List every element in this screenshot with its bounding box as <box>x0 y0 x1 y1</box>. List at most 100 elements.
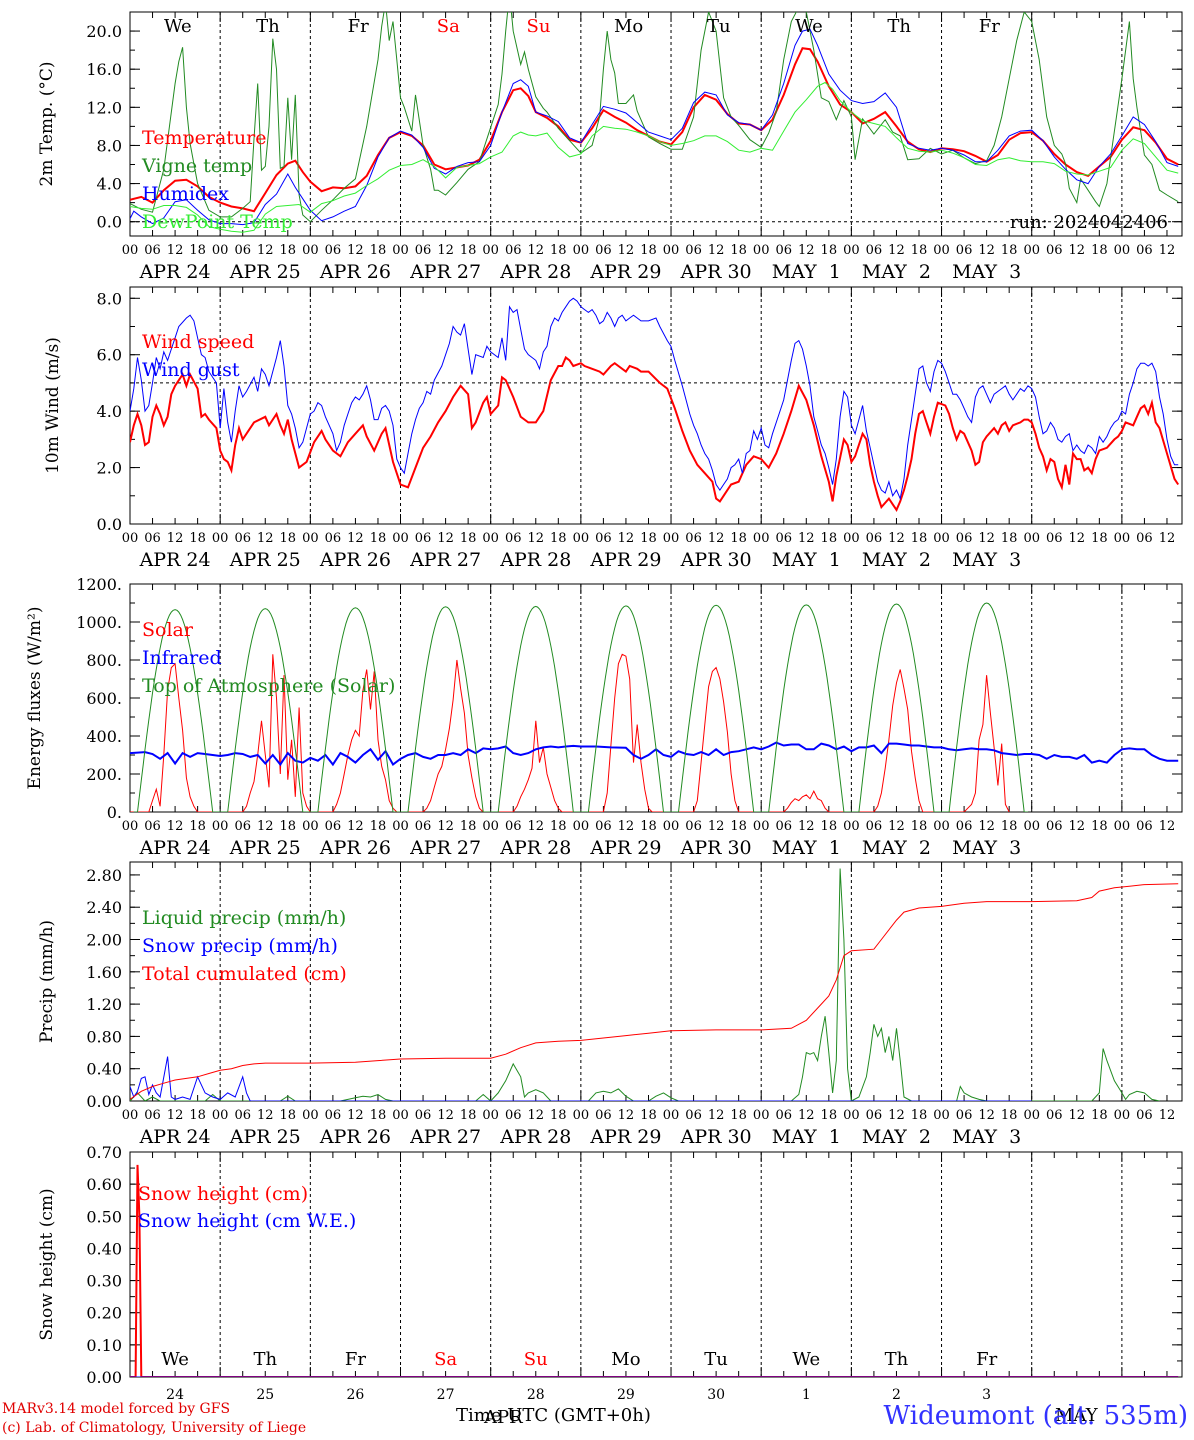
y-tick-label: 600. <box>86 689 122 708</box>
hour-tick-label: 18 <box>1091 531 1108 546</box>
hour-tick-label: 12 <box>1159 243 1176 258</box>
hour-tick-label: 06 <box>325 1108 342 1123</box>
weekday-label: We <box>161 1349 189 1370</box>
y-tick-label: 0.60 <box>86 1175 122 1194</box>
hour-tick-label: 12 <box>437 1108 454 1123</box>
hour-tick-label: 00 <box>573 1108 590 1123</box>
hour-tick-label: 00 <box>122 531 139 546</box>
hour-tick-label: 06 <box>1046 819 1063 834</box>
weekday-label: Fr <box>979 16 1000 37</box>
weekday-label: Fr <box>976 1349 997 1370</box>
hour-tick-label: 12 <box>527 243 544 258</box>
hour-tick-label: 06 <box>866 243 883 258</box>
hour-tick-label: 12 <box>798 819 815 834</box>
date-label: APR 29 <box>589 837 661 859</box>
hour-tick-label: 12 <box>1159 531 1176 546</box>
hour-tick-label: 12 <box>257 243 274 258</box>
y-tick-label: 4.0 <box>97 402 122 421</box>
series-line-wind-gust <box>130 297 1179 501</box>
hour-tick-label: 00 <box>212 819 229 834</box>
hour-tick-label: 12 <box>798 1108 815 1123</box>
hour-tick-label: 12 <box>618 1108 635 1123</box>
hour-tick-label: 12 <box>167 531 184 546</box>
date-label: APR 28 <box>499 837 571 859</box>
hour-tick-label: 12 <box>1069 531 1086 546</box>
hour-tick-label: 12 <box>437 243 454 258</box>
hour-tick-label: 06 <box>1136 1108 1153 1123</box>
y-tick-label: 0.40 <box>86 1239 122 1258</box>
hour-tick-label: 06 <box>234 243 251 258</box>
series-line-snow-height-cm- <box>130 1164 1179 1377</box>
hour-tick-label: 06 <box>775 243 792 258</box>
hour-tick-label: 00 <box>843 1108 860 1123</box>
legend-entry: Wind speed <box>142 331 254 353</box>
hour-tick-label: 00 <box>843 243 860 258</box>
hour-tick-label: 00 <box>573 819 590 834</box>
hour-tick-label: 18 <box>911 819 928 834</box>
hour-tick-label: 00 <box>933 819 950 834</box>
hour-tick-label: 06 <box>1136 531 1153 546</box>
date-label: APR 28 <box>499 1126 571 1148</box>
weekday-label: Th <box>256 16 280 37</box>
date-label: MAY 1 <box>772 549 841 571</box>
y-tick-label: 16.0 <box>86 60 122 79</box>
hour-tick-label: 18 <box>189 1108 206 1123</box>
legend-entry: Infrared <box>142 647 222 669</box>
legend-entry: Liquid precip (mm/h) <box>142 907 346 929</box>
hour-tick-label: 12 <box>347 819 364 834</box>
hour-tick-label: 18 <box>550 819 567 834</box>
hour-tick-label: 00 <box>392 243 409 258</box>
hour-tick-label: 12 <box>708 819 725 834</box>
hour-tick-label: 06 <box>595 243 612 258</box>
legend-entry: Humidex <box>142 183 229 205</box>
hour-tick-label: 12 <box>167 819 184 834</box>
hour-tick-label: 12 <box>978 531 995 546</box>
hour-tick-label: 00 <box>392 531 409 546</box>
hour-tick-label: 18 <box>370 531 387 546</box>
weekday-label: Mo <box>614 16 643 37</box>
weekday-label: Tu <box>704 1349 728 1370</box>
hour-tick-label: 06 <box>1046 243 1063 258</box>
legend-entry: Wind gust <box>142 359 240 381</box>
hour-tick-label: 00 <box>1114 243 1131 258</box>
hour-tick-label: 18 <box>189 243 206 258</box>
hour-tick-label: 06 <box>144 819 161 834</box>
hour-tick-label: 06 <box>685 819 702 834</box>
date-label: APR 26 <box>319 837 391 859</box>
y-tick-label: 12.0 <box>86 98 122 117</box>
hour-tick-label: 06 <box>415 531 432 546</box>
model-credit: MARv3.14 model forced by GFS <box>2 1401 231 1417</box>
date-label: APR 30 <box>680 1126 752 1148</box>
hour-tick-label: 12 <box>798 531 815 546</box>
y-tick-label: 200. <box>86 765 122 784</box>
series-line-liquid-precip-mm-h- <box>130 868 1160 1101</box>
hour-tick-label: 06 <box>325 531 342 546</box>
hour-tick-label: 18 <box>460 531 477 546</box>
y-tick-label: 0.80 <box>86 1027 122 1046</box>
hour-tick-label: 18 <box>821 1108 838 1123</box>
weekday-label: Tu <box>707 16 731 37</box>
hour-tick-label: 12 <box>437 819 454 834</box>
hour-tick-label: 12 <box>527 531 544 546</box>
hour-tick-label: 00 <box>663 531 680 546</box>
y-tick-label: 0.10 <box>86 1336 122 1355</box>
hour-tick-label: 12 <box>798 243 815 258</box>
hour-tick-label: 00 <box>392 1108 409 1123</box>
hour-tick-label: 00 <box>753 819 770 834</box>
hour-tick-label: 00 <box>663 243 680 258</box>
hour-tick-label: 00 <box>1023 819 1040 834</box>
hour-tick-label: 06 <box>415 819 432 834</box>
hour-tick-label: 00 <box>302 1108 319 1123</box>
y-tick-label: 0.40 <box>86 1060 122 1079</box>
hour-tick-label: 12 <box>347 1108 364 1123</box>
y-tick-label: 0.0 <box>97 213 122 232</box>
panel-2 <box>129 286 1183 525</box>
hour-tick-label: 06 <box>595 1108 612 1123</box>
hour-tick-label: 18 <box>460 1108 477 1123</box>
hour-tick-label: 18 <box>730 819 747 834</box>
legend-entry: Temperature <box>142 127 266 149</box>
y-tick-label: 4.0 <box>97 175 122 194</box>
day-number-label: 26 <box>347 1387 365 1403</box>
y-axis-label: 10m Wind (m/s) <box>43 337 63 474</box>
hour-tick-label: 06 <box>144 243 161 258</box>
